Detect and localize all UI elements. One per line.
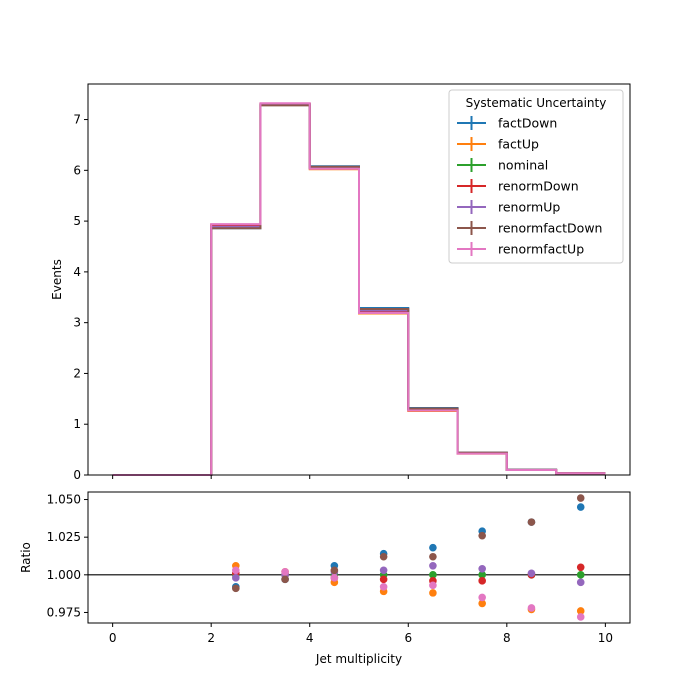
ratio-point-renormfactUp <box>330 574 339 582</box>
ratio-point-renormDown <box>478 577 486 585</box>
ratio-point-renormfactUp <box>478 593 486 602</box>
legend-label-factDown: factDown <box>498 116 557 131</box>
legend-item-renormfactDown: renormfactDown <box>457 221 602 236</box>
ratio-y-tick-label: 1.025 <box>47 530 81 544</box>
legend-item-factDown: factDown <box>457 116 557 131</box>
ratio-y-tick-label: 1.000 <box>47 568 81 582</box>
ratio-point-renormfactUp <box>429 581 437 590</box>
main-x-axis <box>112 475 606 479</box>
ratio-point-nominal <box>429 571 437 579</box>
ratio-point-renormUp <box>527 569 536 578</box>
ratio-point-renormUp <box>379 566 388 575</box>
legend-label-factUp: factUp <box>498 137 539 152</box>
ratio-points <box>232 494 585 621</box>
main-y-tick-label: 6 <box>73 163 81 177</box>
legend-item-renormfactUp: renormfactUp <box>457 242 584 257</box>
legend-label-renormUp: renormUp <box>498 200 560 215</box>
legend-item-factUp: factUp <box>457 137 539 152</box>
legend-label-nominal: nominal <box>498 158 548 173</box>
ratio-y-tick-label: 1.050 <box>47 493 81 507</box>
legend-item-renormDown: renormDown <box>457 179 579 194</box>
legend-title: Systematic Uncertainty <box>466 96 607 110</box>
ratio-point-renormfactUp <box>232 566 240 575</box>
main-y-tick-label: 5 <box>73 214 81 228</box>
ratio-point-renormDown <box>576 563 585 572</box>
ratio-y-axis: 0.975 1.000 1.025 1.050 <box>47 493 88 619</box>
ratio-point-factDown <box>429 543 437 552</box>
x-tick-label: 6 <box>404 631 412 645</box>
main-y-tick-label: 0 <box>73 468 81 482</box>
ratio-point-renormfactUp <box>527 604 536 612</box>
legend-label-renormfactDown: renormfactDown <box>498 221 602 236</box>
main-y-tick-label: 1 <box>73 417 81 431</box>
ratio-x-axis: 0 2 4 6 8 10 <box>109 623 613 645</box>
main-y-axis-label: Events <box>50 259 64 300</box>
legend-items: factDown factUp nominal renormDown renormUp r… <box>457 116 602 257</box>
x-tick-label: 0 <box>109 631 117 645</box>
ratio-series-renormfactDown <box>232 494 585 593</box>
ratio-point-factUp <box>429 589 437 597</box>
ratio-y-tick-label: 0.975 <box>47 605 81 619</box>
main-panel: 0 1 2 3 4 5 6 7 Events <box>50 83 631 482</box>
ratio-point-renormfactDown <box>379 552 388 561</box>
ratio-point-nominal <box>478 571 486 579</box>
ratio-point-factDown <box>576 503 585 511</box>
ratio-point-renormUp <box>429 561 437 570</box>
legend-frame <box>448 89 624 264</box>
ratio-point-renormfactUp <box>576 613 585 621</box>
main-axes-frame <box>87 83 631 476</box>
ratio-axes-frame <box>87 491 631 624</box>
ratio-point-renormfactDown <box>478 531 486 540</box>
ratio-point-nominal <box>576 571 585 579</box>
ratio-point-factUp <box>576 607 585 615</box>
ratio-y-axis-label: Ratio <box>19 542 33 573</box>
main-y-tick-label: 4 <box>73 265 81 279</box>
legend-item-nominal: nominal <box>457 158 548 173</box>
ratio-panel: 0 2 4 6 8 10 0.975 1.000 1.025 1.050 Ratio Jet m… <box>19 491 631 666</box>
x-tick-label: 10 <box>598 631 613 645</box>
ratio-point-renormfactDown <box>232 584 240 593</box>
ratio-point-renormUp <box>478 564 486 573</box>
ratio-point-factUp <box>478 599 486 608</box>
main-y-axis: 0 1 2 3 4 5 6 7 <box>73 113 88 482</box>
main-y-tick-label: 3 <box>73 316 81 330</box>
main-y-tick-label: 2 <box>73 366 81 380</box>
ratio-point-renormUp <box>576 578 585 587</box>
ratio-point-renormfactDown <box>527 518 536 526</box>
x-tick-label: 8 <box>503 631 511 645</box>
x-tick-label: 4 <box>306 631 314 645</box>
ratio-point-renormfactUp <box>379 583 388 591</box>
x-tick-label: 2 <box>207 631 215 645</box>
ratio-point-renormUp <box>232 574 240 582</box>
main-y-tick-label: 7 <box>73 113 81 127</box>
ratio-point-renormfactDown <box>576 494 585 502</box>
main-histogram-lines <box>112 102 606 476</box>
ratio-series-renormfactUp <box>232 566 585 621</box>
legend-label-renormfactUp: renormfactUp <box>498 242 584 257</box>
legend-label-renormDown: renormDown <box>498 179 579 194</box>
x-axis-label: Jet multiplicity <box>315 652 402 666</box>
ratio-point-renormfactDown <box>330 566 339 575</box>
ratio-point-renormfactDown <box>281 575 289 584</box>
legend: Systematic Uncertainty factDown factUp nom… <box>448 89 624 264</box>
histogram-line-renormfactUp <box>112 102 606 476</box>
ratio-point-renormfactUp <box>281 568 289 576</box>
ratio-point-renormDown <box>379 575 388 584</box>
ratio-point-renormfactDown <box>429 552 437 561</box>
legend-item-renormUp: renormUp <box>457 200 560 215</box>
